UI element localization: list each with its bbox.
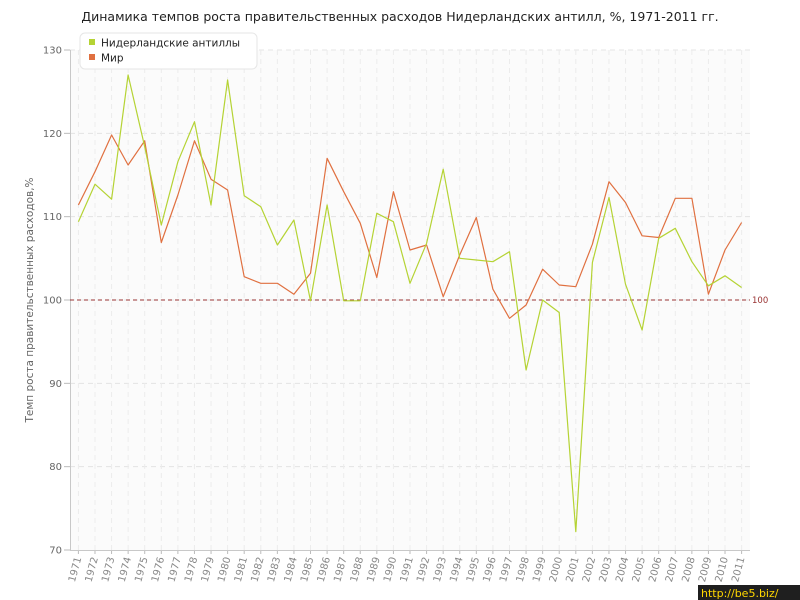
x-tick-label: 2011 [730, 556, 747, 583]
x-tick-label: 1990 [382, 556, 399, 583]
y-tick-label: 70 [49, 546, 62, 557]
series-line-netherlands-antilles [77, 74, 742, 533]
legend-swatch-netherlands-antilles [89, 39, 95, 45]
x-tick-label: 2008 [681, 556, 698, 583]
x-tick-label: 1985 [299, 556, 316, 583]
x-tick-label: 1982 [249, 556, 266, 583]
chart-title: Динамика темпов роста правительственных … [81, 9, 718, 24]
x-tick-label: 1998 [515, 556, 532, 583]
x-tick-label: 1977 [167, 556, 184, 583]
grid [70, 49, 750, 550]
x-tick-label: 2004 [614, 556, 631, 583]
y-tick-label: 120 [43, 129, 62, 140]
x-tick-label: 1994 [448, 556, 465, 583]
x-tick-label: 2003 [598, 556, 615, 583]
legend-label-world: Мир [101, 53, 124, 65]
x-tick-label: 1980 [216, 556, 233, 583]
x-tick-label: 1979 [200, 556, 217, 583]
x-tick-label: 1974 [117, 556, 134, 583]
x-tick-label: 2006 [647, 556, 664, 583]
x-tick-label: 2000 [548, 556, 565, 583]
x-tick-label: 1999 [531, 556, 548, 583]
y-tick-label: 130 [43, 46, 62, 57]
x-tick-label: 1995 [465, 556, 482, 583]
x-tick-label: 2005 [631, 556, 648, 583]
y-tick-label: 90 [49, 379, 62, 390]
x-tick-label: 1973 [100, 556, 117, 583]
x-tick-label: 1991 [399, 556, 416, 583]
x-tick-label: 1987 [332, 556, 349, 583]
x-tick-label: 2010 [714, 556, 731, 583]
x-tick-label: 1986 [316, 556, 333, 583]
y-tick-label: 100 [43, 296, 62, 307]
x-tick-label: 1997 [498, 556, 515, 583]
legend-label-netherlands-antilles: Нидерландские антиллы [101, 38, 240, 50]
reference-line-label: 100 [752, 296, 768, 306]
legend-swatch-world [89, 54, 95, 60]
legend-box [79, 32, 258, 70]
x-tick-label: 1972 [84, 556, 101, 583]
y-tick-label: 80 [49, 462, 62, 473]
watermark: http://be5.biz/ [701, 587, 779, 600]
x-tick-label: 1993 [432, 556, 449, 583]
x-tick-label: 1989 [366, 556, 383, 583]
legend: Нидерландские антиллы Мир [79, 32, 258, 70]
x-tick-label: 1992 [415, 556, 432, 583]
x-tick-label: 2007 [664, 556, 681, 583]
x-tick-label: 1975 [133, 556, 150, 583]
x-tick-label: 1978 [183, 556, 200, 583]
x-tick-label: 1983 [266, 556, 283, 583]
x-tick-label: 1988 [349, 556, 366, 583]
watermark-background [698, 585, 800, 600]
x-tick-label: 1984 [283, 556, 300, 583]
series-line-world [77, 134, 743, 319]
x-tick-label: 1996 [482, 556, 499, 583]
x-tick-label: 1976 [150, 556, 167, 583]
x-tick-label: 2009 [697, 556, 714, 583]
y-axis-label: Темп роста правительственных расходов,% [24, 177, 36, 423]
series-group [77, 74, 743, 533]
x-tick-label: 2001 [564, 556, 581, 583]
x-tick-label: 1971 [67, 556, 84, 583]
reference-line-group: 100 [70, 296, 768, 306]
x-tick-label: 2002 [581, 556, 598, 583]
y-tick-label: 110 [43, 212, 62, 223]
x-tick-label: 1981 [233, 556, 250, 583]
